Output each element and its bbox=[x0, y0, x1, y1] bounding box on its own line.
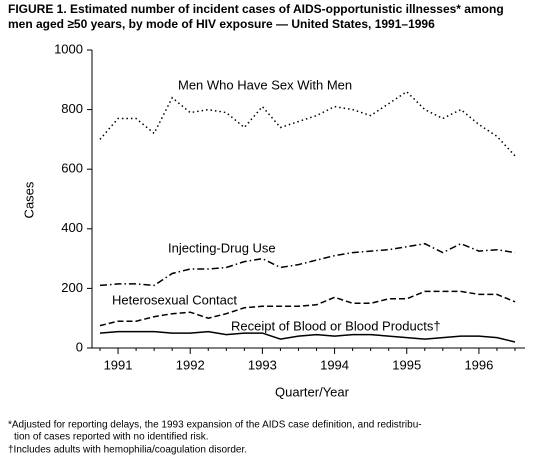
series-line bbox=[99, 90, 516, 157]
y-tick-label: 600 bbox=[61, 161, 83, 176]
y-tick-label: 800 bbox=[61, 101, 83, 116]
series-line bbox=[99, 242, 516, 287]
y-tick-label: 1000 bbox=[54, 41, 83, 56]
x-tick-label: 1993 bbox=[248, 357, 277, 372]
x-tick-label: 1994 bbox=[320, 357, 349, 372]
series-label: Receipt of Blood or Blood Products† bbox=[231, 318, 441, 333]
x-tick-label: 1992 bbox=[176, 357, 205, 372]
footnote: *Adjusted for reporting delays, the 1993… bbox=[8, 420, 422, 431]
y-tick-label: 400 bbox=[61, 220, 83, 235]
y-tick-label: 200 bbox=[61, 280, 83, 295]
series-line bbox=[99, 330, 516, 343]
chart-title: men aged ≥50 years, by mode of HIV expos… bbox=[8, 17, 435, 31]
x-axis-label: Quarter/Year bbox=[275, 384, 350, 399]
x-tick-label: 1991 bbox=[104, 357, 133, 372]
x-tick-label: 1996 bbox=[464, 357, 493, 372]
series-label: Men Who Have Sex With Men bbox=[178, 77, 352, 92]
footnote: tion of cases reported with no identifie… bbox=[14, 432, 209, 443]
y-tick-label: 0 bbox=[76, 339, 83, 354]
footnote: †Includes adults with hemophilia/coagula… bbox=[8, 445, 247, 456]
series-label: Heterosexual Contact bbox=[112, 292, 237, 307]
x-tick-label: 1995 bbox=[392, 357, 421, 372]
series-line bbox=[99, 290, 516, 327]
y-axis-label: Cases bbox=[21, 181, 36, 218]
chart-title: FIGURE 1. Estimated number of incident c… bbox=[8, 2, 504, 16]
series-label: Injecting-Drug Use bbox=[168, 240, 276, 255]
